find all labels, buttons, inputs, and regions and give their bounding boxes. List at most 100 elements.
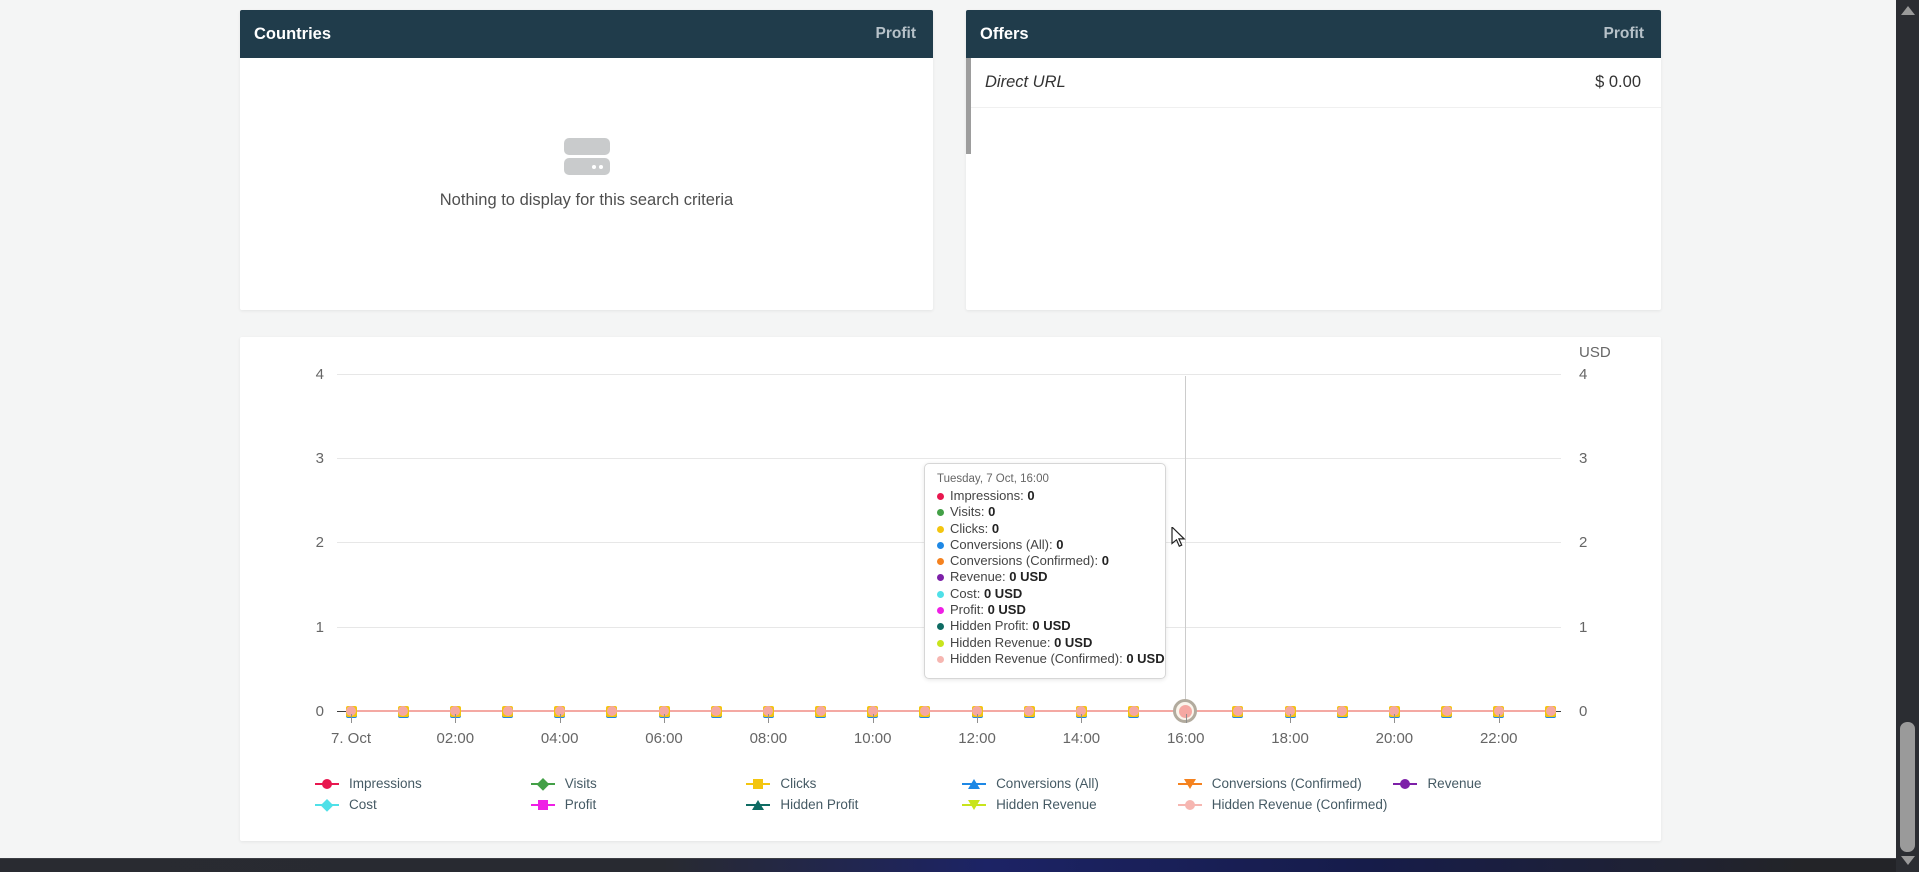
data-point-marker[interactable]: [1336, 705, 1348, 717]
data-point-marker[interactable]: [815, 705, 827, 717]
offers-profit-column-header[interactable]: Profit: [1603, 25, 1644, 42]
legend-label: Clicks: [780, 776, 817, 791]
legend-item-impressions[interactable]: Impressions: [315, 776, 531, 791]
series-color-dot: [937, 590, 944, 598]
legend-item-clicks[interactable]: Clicks: [746, 776, 962, 791]
tooltip-series-row: Profit: 0 USD: [937, 602, 1155, 618]
gridline-4: [337, 374, 1561, 375]
data-point-marker[interactable]: [1388, 705, 1400, 717]
scrollbar-thumb[interactable]: [1900, 722, 1915, 852]
scroll-down-icon[interactable]: [1900, 856, 1915, 865]
legend-label: Hidden Profit: [780, 797, 859, 812]
offers-left-scrollbar[interactable]: [966, 58, 971, 154]
x-axis-label: 08:00: [749, 730, 788, 747]
series-color-dot: [937, 493, 944, 500]
legend-square-marker: [746, 776, 771, 791]
legend-label: Profit: [564, 797, 597, 812]
legend-row-2: Cost Profit Hidden Profit Hidden Revenue Hid…: [315, 794, 1609, 815]
data-point-marker[interactable]: [606, 705, 618, 717]
hovered-data-point[interactable]: [1173, 699, 1197, 723]
legend-item-profit[interactable]: Profit: [530, 797, 747, 812]
legend-label: Revenue: [1427, 776, 1482, 791]
x-axis-tick: [351, 714, 352, 723]
x-axis-label: 10:00: [853, 730, 892, 747]
data-point-marker[interactable]: [658, 705, 670, 717]
data-point-marker[interactable]: [867, 705, 879, 717]
legend-label: Hidden Revenue (Confirmed): [1211, 797, 1388, 812]
y-axis-label: 3: [315, 450, 324, 467]
y-axis-label: 2: [315, 534, 324, 551]
gridline-3: [337, 458, 1561, 459]
chart-panel: USD 4 3 2 1 0 4 3 2 1 0 7. Oct 02:00 04:00…: [240, 337, 1661, 841]
vertical-scrollbar[interactable]: [1896, 0, 1919, 872]
data-point-marker[interactable]: [1441, 705, 1453, 717]
countries-profit-column-header[interactable]: Profit: [875, 25, 916, 42]
series-color-dot: [937, 509, 944, 517]
legend-item-conversions-all[interactable]: Conversions (All): [962, 776, 1178, 791]
series-color-dot: [937, 639, 944, 647]
legend-triangle-down-marker: [962, 797, 987, 812]
tooltip-series-row: Conversions (All): 0: [937, 537, 1155, 553]
legend-item-cost[interactable]: Cost: [315, 797, 531, 812]
offer-name: Direct URL: [985, 73, 1066, 91]
tooltip-series-row: Visits: 0: [937, 504, 1155, 520]
legend-item-hidden-profit[interactable]: Hidden Profit: [746, 797, 962, 812]
data-point-marker[interactable]: [397, 705, 409, 717]
legend-item-revenue[interactable]: Revenue: [1393, 776, 1609, 791]
series-color-dot: [937, 623, 944, 631]
x-axis-tick: [1081, 714, 1083, 723]
offer-row-direct-url[interactable]: Direct URL $ 0.00: [966, 58, 1661, 108]
data-point-marker[interactable]: [710, 705, 722, 717]
tooltip-series-row: Hidden Revenue: 0 USD: [937, 635, 1155, 651]
countries-panel-title: Countries: [254, 24, 332, 43]
legend-item-conversions-confirmed[interactable]: Conversions (Confirmed): [1177, 776, 1394, 791]
data-point-marker[interactable]: [554, 705, 566, 717]
legend-label: Cost: [349, 797, 377, 812]
x-axis-tick: [1290, 714, 1292, 723]
chart-crosshair: [1185, 376, 1186, 700]
legend-item-visits[interactable]: Visits: [530, 776, 747, 791]
scroll-up-icon[interactable]: [1900, 6, 1915, 15]
bottom-edge-bar: [0, 858, 1896, 872]
empty-state-text: Nothing to display for this search crite…: [439, 191, 734, 209]
data-point-marker[interactable]: [1128, 705, 1140, 717]
legend-label: Visits: [564, 776, 597, 791]
tooltip-series-row: Hidden Profit: 0 USD: [937, 618, 1155, 634]
data-point-marker[interactable]: [919, 705, 931, 717]
x-axis-tick: [664, 714, 666, 723]
countries-panel-header: Countries Profit: [240, 10, 933, 58]
x-axis-label: 04:00: [540, 730, 579, 747]
x-axis-tick: [872, 714, 874, 723]
x-axis-label: 20:00: [1375, 730, 1414, 747]
series-color-dot: [937, 574, 944, 582]
chart-tooltip: Tuesday, 7 Oct, 16:00 Impressions: 0 Visi…: [924, 463, 1166, 680]
data-point-marker[interactable]: [1284, 705, 1296, 717]
no-data-icon: [563, 138, 610, 175]
legend-label: Conversions (All): [996, 776, 1099, 791]
x-axis-label: 22:00: [1479, 730, 1518, 747]
legend-item-hidden-revenue-confirmed[interactable]: Hidden Revenue (Confirmed): [1177, 797, 1394, 812]
data-point-marker[interactable]: [1493, 705, 1505, 717]
y-axis-label-right: 3: [1579, 450, 1588, 467]
legend-circle-marker: [1393, 776, 1418, 791]
y-axis-label-right: 2: [1579, 534, 1588, 551]
y-axis-label: 0: [315, 703, 324, 720]
currency-axis-label: USD: [1579, 344, 1611, 361]
data-point-marker[interactable]: [762, 705, 774, 717]
offers-panel: Offers Profit Direct URL $ 0.00: [966, 10, 1661, 310]
legend-label: Impressions: [349, 776, 422, 791]
legend-triangle-down-marker: [1177, 776, 1202, 791]
x-axis-label: 14:00: [1062, 730, 1101, 747]
data-point-marker[interactable]: [1075, 705, 1087, 717]
data-point-marker[interactable]: [502, 705, 513, 717]
legend-item-hidden-revenue[interactable]: Hidden Revenue: [962, 797, 1178, 812]
series-color-dot: [937, 541, 944, 549]
data-point-marker[interactable]: [1545, 705, 1557, 717]
data-point-marker[interactable]: [449, 705, 461, 717]
data-point-marker[interactable]: [1232, 705, 1244, 717]
x-axis-tick: [1498, 714, 1500, 723]
x-axis-tick: [455, 714, 457, 723]
data-point-marker[interactable]: [345, 705, 357, 717]
data-point-marker[interactable]: [971, 705, 983, 717]
data-point-marker[interactable]: [1023, 705, 1035, 717]
